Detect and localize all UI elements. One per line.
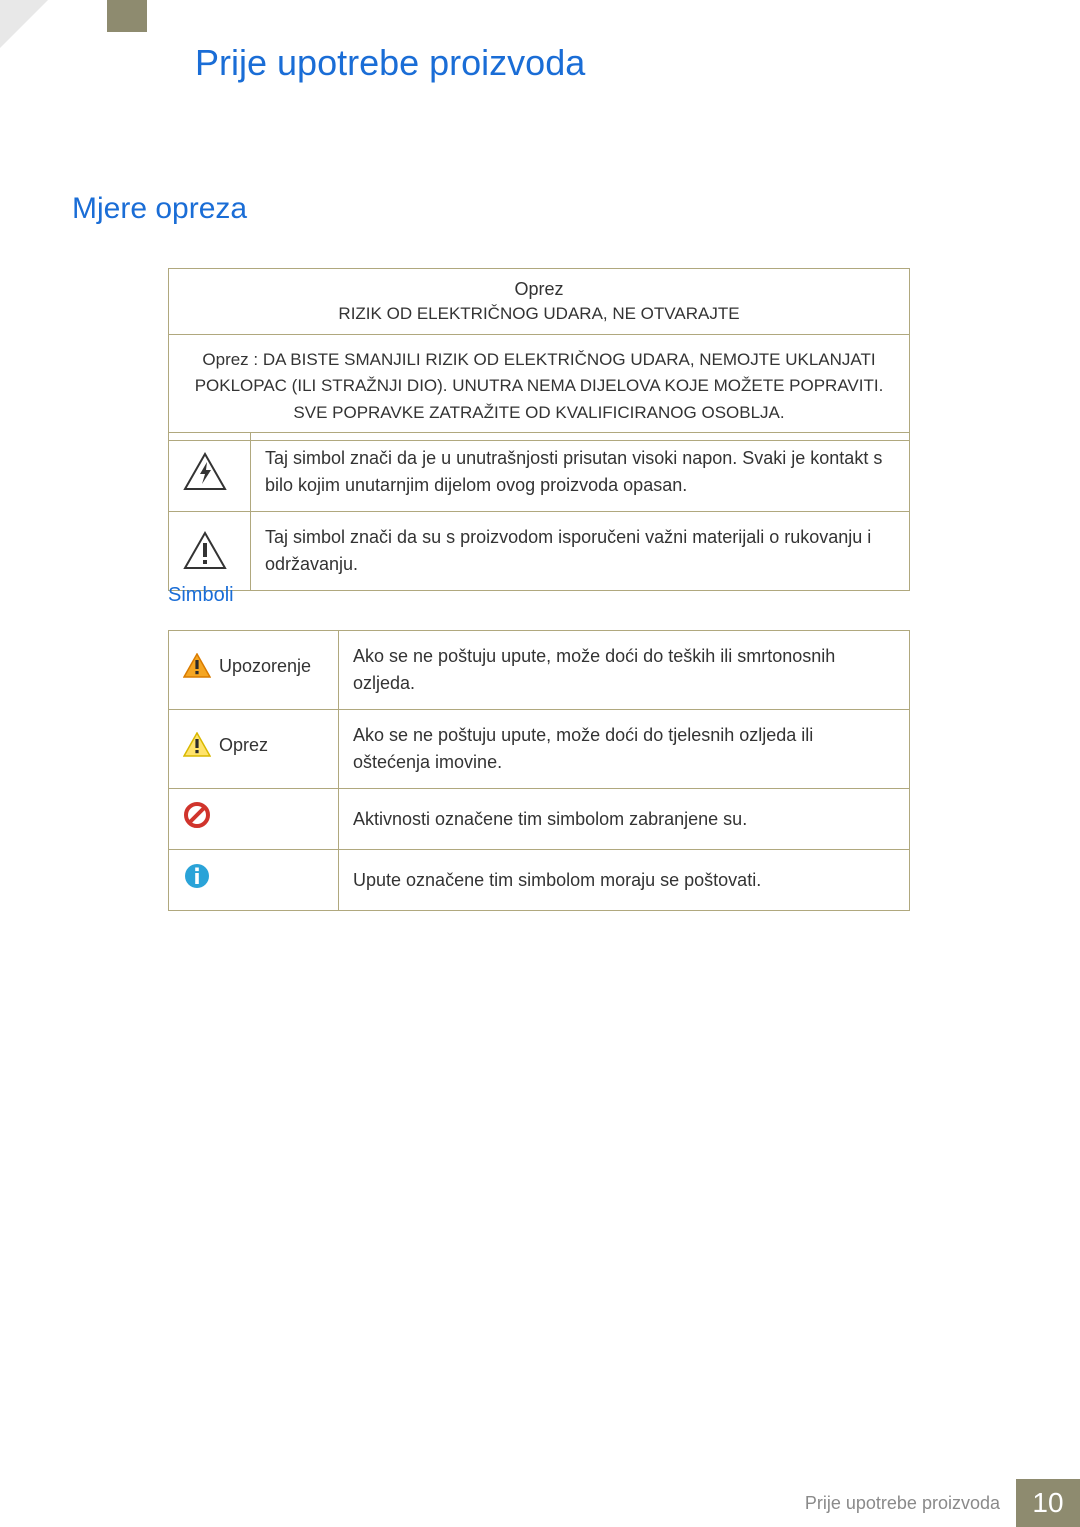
exclaim-triangle-icon bbox=[183, 531, 227, 571]
legend-label: Oprez bbox=[219, 732, 268, 759]
icon-cell: Upozorenje bbox=[169, 631, 339, 710]
voltage-triangle-icon bbox=[183, 452, 227, 492]
legend-text: Ako se ne poštuju upute, može doći do tj… bbox=[339, 710, 910, 789]
hazard-symbol-table: Taj simbol znači da je u unutrašnjosti p… bbox=[168, 432, 910, 591]
section-title: Mjere opreza bbox=[72, 192, 247, 226]
table-row: Upozorenje Ako se ne poštuju upute, može… bbox=[169, 631, 910, 710]
icon-cell: Oprez bbox=[169, 710, 339, 789]
legend-text: Upute označene tim simbolom moraju se po… bbox=[339, 850, 910, 911]
legend-text: Ako se ne poštuju upute, može doći do te… bbox=[339, 631, 910, 710]
table-row: Taj simbol znači da su s proizvodom ispo… bbox=[169, 512, 910, 591]
icon-cell bbox=[169, 433, 251, 512]
page: Prije upotrebe proizvoda Mjere opreza Op… bbox=[0, 0, 1080, 1527]
footer: Prije upotrebe proizvoda 10 bbox=[805, 1479, 1080, 1527]
chapter-tab bbox=[107, 0, 147, 32]
hazard-text: Taj simbol znači da je u unutrašnjosti p… bbox=[251, 433, 910, 512]
hazard-text: Taj simbol znači da su s proizvodom ispo… bbox=[251, 512, 910, 591]
caution-box: Oprez RIZIK OD ELEKTRIČNOG UDARA, NE OTV… bbox=[168, 268, 910, 441]
caution-subheading: RIZIK OD ELEKTRIČNOG UDARA, NE OTVARAJTE bbox=[169, 304, 909, 335]
page-number: 10 bbox=[1016, 1479, 1080, 1527]
icon-cell bbox=[169, 512, 251, 591]
table-row: Aktivnosti označene tim simbolom zabranj… bbox=[169, 789, 910, 850]
prohibit-icon bbox=[183, 801, 211, 829]
chapter-title: Prije upotrebe proizvoda bbox=[195, 42, 585, 84]
symbols-heading: Simboli bbox=[168, 584, 234, 607]
warning-triangle-icon bbox=[183, 653, 211, 679]
table-row: Upute označene tim simbolom moraju se po… bbox=[169, 850, 910, 911]
caution-body: Oprez : DA BISTE SMANJILI RIZIK OD ELEKT… bbox=[169, 335, 909, 440]
footer-crumb: Prije upotrebe proizvoda bbox=[805, 1493, 1016, 1514]
icon-cell bbox=[169, 850, 339, 911]
table-row: Taj simbol znači da je u unutrašnjosti p… bbox=[169, 433, 910, 512]
caution-triangle-icon bbox=[183, 732, 211, 758]
legend-label: Upozorenje bbox=[219, 653, 311, 680]
legend-table: Upozorenje Ako se ne poštuju upute, može… bbox=[168, 630, 910, 911]
info-icon bbox=[183, 862, 211, 890]
caution-heading: Oprez bbox=[169, 269, 909, 304]
legend-text: Aktivnosti označene tim simbolom zabranj… bbox=[339, 789, 910, 850]
table-row: Oprez Ako se ne poštuju upute, može doći… bbox=[169, 710, 910, 789]
corner-fold bbox=[0, 0, 48, 48]
icon-cell bbox=[169, 789, 339, 850]
